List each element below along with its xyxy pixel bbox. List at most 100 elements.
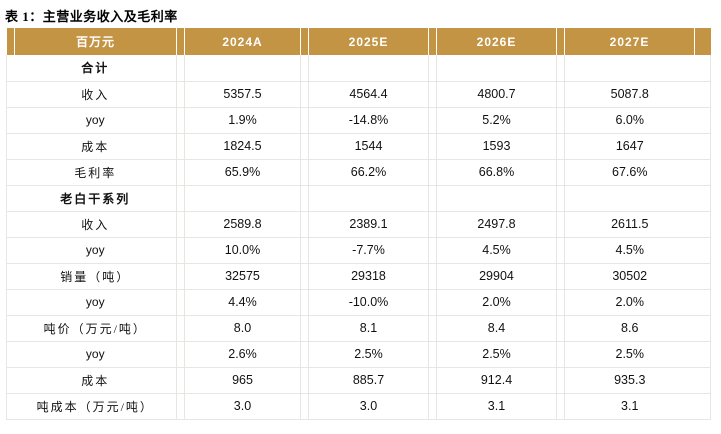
table-cell [436, 55, 557, 82]
cell-separator [176, 315, 185, 342]
cell-separator [556, 211, 565, 238]
cell-separator [428, 159, 437, 186]
cell-separator [300, 263, 309, 290]
table-cell: 29904 [436, 263, 557, 290]
cell-separator [176, 81, 185, 108]
row-edge-left [6, 185, 15, 212]
row-label: 收入 [14, 211, 177, 238]
cell-separator [300, 367, 309, 394]
table-cell: 10.0% [184, 237, 301, 264]
cell-separator [300, 185, 309, 212]
cell-separator [176, 341, 185, 368]
cell-separator [428, 393, 437, 420]
row-label: 吨价（万元/吨） [14, 315, 177, 342]
table-cell: 2589.8 [184, 211, 301, 238]
cell-separator [300, 237, 309, 264]
row-edge-right [694, 315, 711, 342]
cell-separator [556, 159, 565, 186]
table-cell: -7.7% [308, 237, 429, 264]
table-cell: 32575 [184, 263, 301, 290]
table-cell [436, 185, 557, 212]
row-label: 销量（吨） [14, 263, 177, 290]
cell-separator [300, 81, 309, 108]
table-cell: 4564.4 [308, 81, 429, 108]
row-label: 成本 [14, 367, 177, 394]
table-row: 成本 1824.5 1544 1593 1647 [6, 133, 711, 160]
table-cell: 30502 [564, 263, 695, 290]
section-row: 老白干系列 [6, 185, 711, 212]
cell-separator [176, 263, 185, 290]
cell-separator [300, 289, 309, 316]
row-label: yoy [14, 107, 177, 134]
table-cell: 912.4 [436, 367, 557, 394]
cell-separator [300, 315, 309, 342]
section-row: 合计 [6, 55, 711, 82]
table-row: 吨价（万元/吨） 8.0 8.1 8.4 8.6 [6, 315, 711, 342]
table-cell: 965 [184, 367, 301, 394]
row-edge-left [6, 263, 15, 290]
cell-separator [176, 185, 185, 212]
table-cell: 67.6% [564, 159, 695, 186]
row-edge-left [6, 107, 15, 134]
row-edge-left [6, 315, 15, 342]
row-edge-left [6, 367, 15, 394]
row-edge-right [694, 393, 711, 420]
cell-separator [300, 211, 309, 238]
table-cell [564, 55, 695, 82]
table-row: 收入 2589.8 2389.1 2497.8 2611.5 [6, 211, 711, 238]
cell-separator [176, 211, 185, 238]
cell-separator [556, 315, 565, 342]
table-row: 销量（吨） 32575 29318 29904 30502 [6, 263, 711, 290]
table-cell: 29318 [308, 263, 429, 290]
row-edge-right [694, 159, 711, 186]
table-cell: 3.0 [184, 393, 301, 420]
cell-separator [300, 55, 309, 82]
cell-separator [176, 367, 185, 394]
row-edge-right [694, 107, 711, 134]
table-cell: 8.4 [436, 315, 557, 342]
cell-separator [556, 185, 565, 212]
table-cell [184, 185, 301, 212]
table-header: 百万元 2024A 2025E 2026E 2027E [6, 28, 711, 55]
table-row: yoy 10.0% -7.7% 4.5% 4.5% [6, 237, 711, 264]
cell-separator [428, 133, 437, 160]
cell-separator [300, 393, 309, 420]
cell-separator [176, 107, 185, 134]
table-cell: 4.5% [436, 237, 557, 264]
table-cell: 2.5% [436, 341, 557, 368]
table-cell: 2.5% [564, 341, 695, 368]
table-cell: 66.8% [436, 159, 557, 186]
row-edge-left [6, 55, 15, 82]
header-edge-left [6, 28, 15, 55]
table-cell: 935.3 [564, 367, 695, 394]
table-cell: 2.0% [436, 289, 557, 316]
cell-separator [428, 185, 437, 212]
cell-separator [176, 55, 185, 82]
row-edge-right [694, 211, 711, 238]
column-header-2027e: 2027E [564, 28, 695, 55]
cell-separator [556, 341, 565, 368]
table-cell: 1824.5 [184, 133, 301, 160]
cell-separator [428, 237, 437, 264]
cell-separator [300, 133, 309, 160]
table-cell: 8.1 [308, 315, 429, 342]
table-cell: 2611.5 [564, 211, 695, 238]
financial-table: 百万元 2024A 2025E 2026E 2027E 合计收入 5357.5 4564.4… [6, 28, 711, 420]
cell-separator [176, 289, 185, 316]
column-header-2024a: 2024A [184, 28, 301, 55]
row-label: 老白干系列 [14, 185, 177, 212]
row-edge-right [694, 55, 711, 82]
row-edge-right [694, 185, 711, 212]
table-cell [308, 185, 429, 212]
table-body: 合计 收入 5357.5 4564.4 4800.7 5087.8 yoy 1.9% -14.8… [6, 55, 711, 420]
cell-separator [428, 55, 437, 82]
table-cell: 2389.1 [308, 211, 429, 238]
header-row: 百万元 2024A 2025E 2026E 2027E [6, 28, 711, 55]
row-label: 吨成本（万元/吨） [14, 393, 177, 420]
table-cell: 3.1 [436, 393, 557, 420]
cell-separator [556, 263, 565, 290]
table-cell: 5357.5 [184, 81, 301, 108]
table-row: 吨成本（万元/吨） 3.0 3.0 3.1 3.1 [6, 393, 711, 420]
table-cell: 2497.8 [436, 211, 557, 238]
